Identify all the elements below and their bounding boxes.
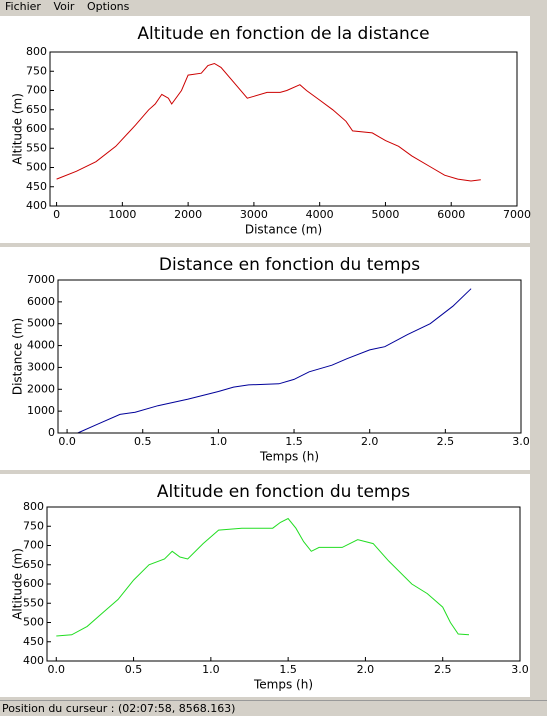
menu-item[interactable]: Options [86, 0, 130, 13]
y-tick-label: 500 [23, 616, 44, 629]
y-tick-label: 0 [48, 426, 55, 439]
data-line [56, 517, 470, 637]
chart-title: Altitude en fonction du temps [157, 482, 410, 502]
y-tick-label: 800 [26, 45, 47, 58]
menu-bar: Fichier Voir Options [0, 0, 547, 14]
chart-title: Distance en fonction du temps [159, 255, 420, 275]
x-tick-label: 1000 [108, 208, 136, 221]
x-tick-label: 2.5 [434, 663, 452, 676]
x-tick-label: 2.0 [357, 663, 375, 676]
x-axis-label: Distance (m) [245, 223, 322, 237]
y-tick-label: 7000 [27, 273, 55, 286]
data-line [56, 62, 481, 182]
axes-frame [46, 506, 521, 662]
x-tick-label: 0 [53, 208, 60, 221]
y-tick-label: 1000 [27, 404, 55, 417]
y-tick-label: 450 [26, 180, 47, 193]
y-tick-label: 700 [23, 539, 44, 552]
x-tick-label: 3.0 [512, 435, 530, 448]
y-tick-label: 2000 [27, 382, 55, 395]
y-tick-label: 4000 [27, 339, 55, 352]
x-tick-label: 2.5 [437, 435, 455, 448]
x-tick-label: 5000 [371, 208, 399, 221]
y-tick-label: 550 [23, 596, 44, 609]
x-tick-label: 2.0 [361, 435, 379, 448]
x-tick-label: 0.5 [134, 435, 152, 448]
y-tick-label: 800 [23, 500, 44, 513]
y-tick-label: 5000 [27, 317, 55, 330]
y-tick-label: 600 [23, 577, 44, 590]
x-tick-label: 0.5 [125, 663, 143, 676]
x-axis-label: Temps (h) [259, 450, 319, 464]
y-tick-label: 3000 [27, 360, 55, 373]
x-tick-label: 3.0 [511, 663, 529, 676]
x-axis-label: Temps (h) [253, 678, 313, 692]
charts: Altitude en fonction de la distance Dista… [0, 16, 531, 697]
menu-item[interactable]: Voir [53, 0, 75, 13]
y-tick-label: 700 [26, 84, 47, 97]
x-tick-label: 1.5 [285, 435, 303, 448]
y-tick-label: 650 [26, 103, 47, 116]
y-axis-label: Distance (m) [11, 318, 25, 395]
y-tick-label: 500 [26, 161, 47, 174]
x-tick-label: 6000 [437, 208, 465, 221]
x-tick-label: 2000 [174, 208, 202, 221]
data-line [77, 288, 472, 434]
panel [0, 474, 530, 697]
y-tick-label: 750 [23, 519, 44, 532]
x-tick-label: 3000 [240, 208, 268, 221]
x-tick-label: 0.0 [48, 663, 66, 676]
y-tick-label: 600 [26, 122, 47, 135]
x-tick-label: 1.5 [279, 663, 297, 676]
y-tick-label: 450 [23, 635, 44, 648]
chart-title: Altitude en fonction de la distance [137, 24, 429, 44]
x-tick-label: 0.0 [58, 435, 76, 448]
axes-frame [49, 51, 518, 207]
y-tick-label: 400 [26, 199, 47, 212]
x-tick-label: 4000 [306, 208, 334, 221]
y-tick-label: 6000 [27, 295, 55, 308]
x-tick-label: 7000 [503, 208, 531, 221]
y-tick-label: 650 [23, 558, 44, 571]
y-axis-label: Altitude (m) [11, 93, 25, 165]
y-axis-label: Altitude (m) [11, 548, 25, 620]
y-tick-label: 750 [26, 64, 47, 77]
x-tick-label: 1.0 [202, 663, 220, 676]
y-tick-label: 550 [26, 141, 47, 154]
y-tick-label: 400 [23, 654, 44, 667]
panel [0, 16, 530, 243]
x-tick-label: 1.0 [210, 435, 228, 448]
status-bar: Position du curseur : (02:07:58, 8568.16… [0, 700, 547, 715]
menu-item[interactable]: Fichier [5, 0, 41, 13]
axes-frame [57, 279, 522, 434]
